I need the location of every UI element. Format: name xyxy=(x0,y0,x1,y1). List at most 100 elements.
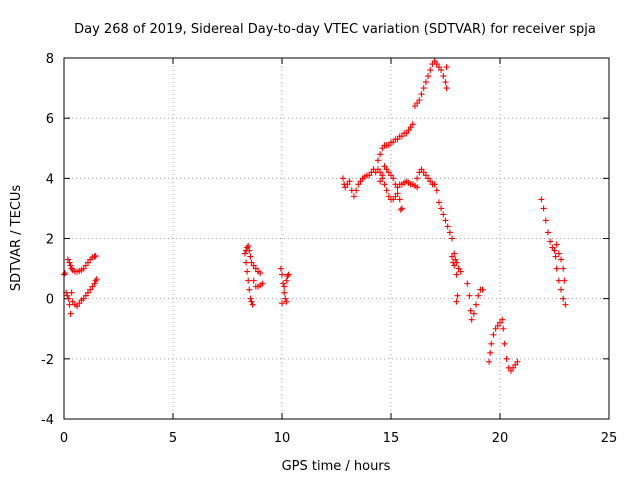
y-tick-label: 4 xyxy=(46,172,54,187)
x-tick-label: 20 xyxy=(492,431,509,446)
data-point xyxy=(91,253,98,260)
data-point xyxy=(427,178,434,185)
data-point xyxy=(551,247,558,254)
data-point xyxy=(388,172,394,179)
data-point xyxy=(248,259,255,266)
x-tick-label: 10 xyxy=(274,431,291,446)
data-point xyxy=(538,196,545,203)
tick-labels: 0 5 10 15 20 25 -4 -2 0 2 4 6 8 xyxy=(41,52,617,446)
data-point xyxy=(279,271,285,278)
data-point xyxy=(377,151,384,158)
data-point xyxy=(84,259,91,266)
data-point xyxy=(457,268,464,275)
data-point xyxy=(357,178,364,185)
data-point xyxy=(66,301,73,308)
data-point xyxy=(449,235,456,242)
data-point xyxy=(241,250,248,257)
data-point xyxy=(62,270,69,277)
data-point xyxy=(479,286,486,293)
data-point xyxy=(390,139,397,146)
data-point xyxy=(340,175,347,182)
data-point xyxy=(553,241,560,248)
data-point xyxy=(64,256,71,263)
data-point xyxy=(418,166,425,173)
data-point xyxy=(250,262,257,269)
data-point xyxy=(425,73,432,80)
data-point xyxy=(76,300,83,307)
data-point xyxy=(544,229,551,236)
data-point xyxy=(285,271,292,278)
data-point xyxy=(451,250,458,257)
data-point xyxy=(248,298,255,305)
data-point xyxy=(280,280,287,287)
data-point xyxy=(259,280,266,287)
data-point xyxy=(431,58,438,65)
data-point xyxy=(486,358,493,365)
x-tick-label: 15 xyxy=(383,431,400,446)
y-tick-label: -4 xyxy=(41,413,54,428)
data-point xyxy=(344,181,351,188)
data-point xyxy=(452,256,459,263)
data-point xyxy=(247,253,254,260)
data-point xyxy=(390,175,397,182)
data-point xyxy=(562,301,569,308)
data-point xyxy=(394,184,401,191)
data-point xyxy=(282,295,289,302)
data-point xyxy=(443,85,450,92)
data-point xyxy=(390,196,397,203)
data-point xyxy=(558,286,565,293)
data-point xyxy=(454,292,461,299)
data-point xyxy=(279,300,285,307)
data-point xyxy=(283,298,290,305)
data-point xyxy=(453,259,460,266)
data-point xyxy=(451,262,458,269)
data-point xyxy=(250,277,257,284)
data-point xyxy=(512,361,519,368)
data-point xyxy=(422,79,429,86)
data-point xyxy=(438,205,445,212)
data-point xyxy=(246,286,253,293)
data-point xyxy=(418,91,425,98)
data-point xyxy=(542,217,549,224)
data-point xyxy=(470,310,477,317)
data-point xyxy=(394,136,401,143)
data-point xyxy=(350,193,357,200)
data-point xyxy=(549,244,556,251)
data-point xyxy=(80,295,87,302)
data-point xyxy=(82,292,89,299)
data-point xyxy=(283,277,290,284)
data-point xyxy=(74,303,81,310)
data-point xyxy=(92,277,99,284)
data-point xyxy=(473,301,480,308)
data-point xyxy=(398,205,405,212)
data-point xyxy=(553,265,560,272)
data-point xyxy=(453,271,460,278)
x-tick-label: 0 xyxy=(60,431,68,446)
data-point xyxy=(468,316,475,323)
data-point xyxy=(403,130,410,137)
data-point xyxy=(87,286,94,293)
data-point xyxy=(277,265,284,272)
data-point xyxy=(555,250,562,257)
data-point xyxy=(381,163,388,170)
data-point xyxy=(92,252,99,259)
data-point xyxy=(414,100,421,107)
data-point xyxy=(91,280,98,287)
data-point xyxy=(409,121,416,128)
y-tick-label: -2 xyxy=(41,353,54,368)
data-point xyxy=(65,295,72,302)
data-point xyxy=(385,193,392,200)
data-point xyxy=(392,193,399,200)
data-point xyxy=(68,289,75,296)
x-axis-label: GPS time / hours xyxy=(282,459,391,474)
data-point xyxy=(561,277,568,284)
data-point xyxy=(93,276,100,283)
data-point xyxy=(414,175,421,182)
data-point xyxy=(397,206,404,213)
x-tick-label: 25 xyxy=(601,431,618,446)
data-point xyxy=(435,64,442,71)
data-point xyxy=(66,259,73,266)
data-point xyxy=(67,262,74,269)
data-point xyxy=(501,340,508,347)
data-point xyxy=(385,169,392,176)
